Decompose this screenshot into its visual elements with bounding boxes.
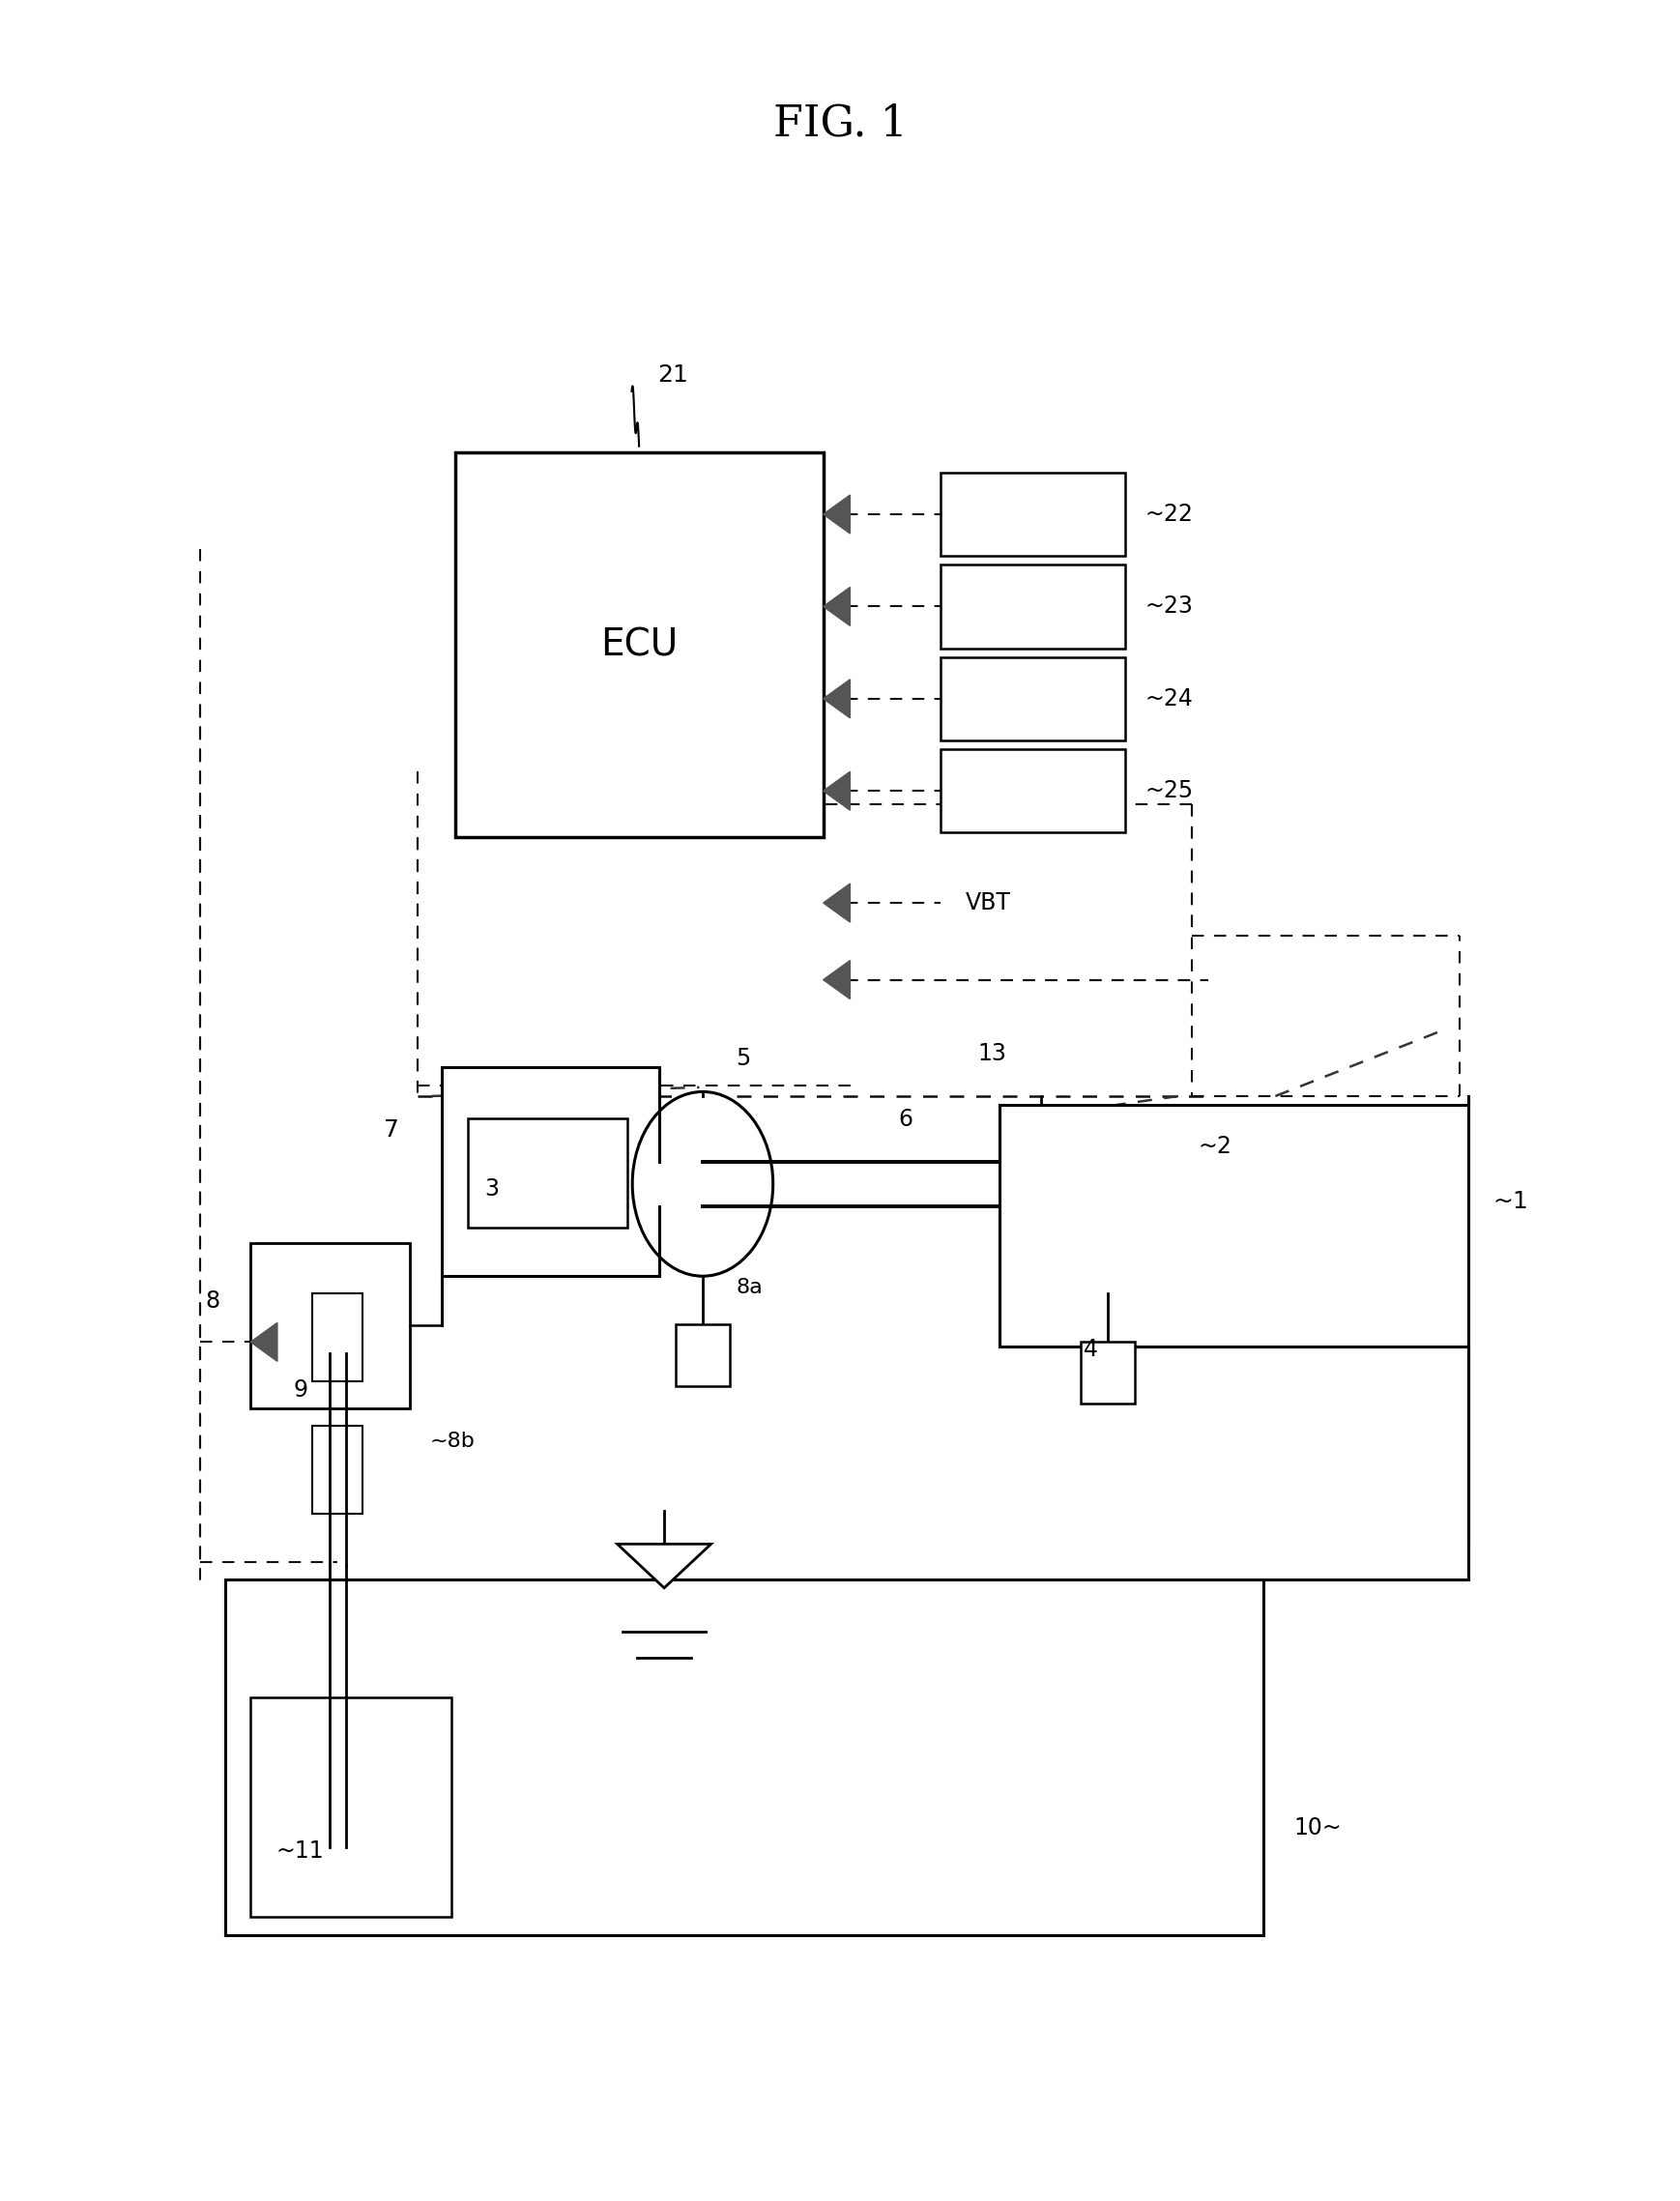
Text: ~24: ~24 (1144, 687, 1193, 711)
Text: 5: 5 (736, 1045, 751, 1070)
Bar (675, 1325, 729, 1387)
Bar (1082, 1343, 1134, 1404)
Bar (455, 453, 823, 836)
Bar (941, 566, 1124, 649)
Bar (941, 748, 1124, 832)
Text: ~23: ~23 (1144, 594, 1193, 618)
Polygon shape (823, 960, 850, 999)
Text: ~8b: ~8b (430, 1431, 475, 1450)
Text: ~25: ~25 (1144, 779, 1193, 803)
Polygon shape (823, 773, 850, 810)
Polygon shape (823, 680, 850, 718)
Text: 8: 8 (205, 1290, 220, 1312)
Circle shape (1038, 1109, 1178, 1294)
Text: 10~: 10~ (1294, 1816, 1342, 1840)
Circle shape (632, 1092, 773, 1277)
Text: 21: 21 (657, 363, 689, 387)
Text: 9: 9 (292, 1378, 307, 1402)
Bar (312, 1294, 363, 1382)
Polygon shape (823, 495, 850, 533)
Text: 4: 4 (1084, 1338, 1099, 1360)
Polygon shape (823, 588, 850, 625)
Bar (1000, 1105, 1468, 1347)
Text: VBT: VBT (966, 891, 1011, 913)
Text: 6: 6 (899, 1107, 912, 1131)
Bar (250, 1697, 452, 1917)
Bar (469, 1118, 627, 1228)
Text: 7: 7 (385, 1118, 400, 1142)
Polygon shape (823, 883, 850, 922)
Text: ~22: ~22 (1144, 502, 1193, 526)
Polygon shape (250, 1323, 277, 1362)
Text: ~1: ~1 (1494, 1191, 1529, 1213)
Bar (250, 1244, 410, 1409)
Bar (941, 473, 1124, 557)
Text: ~11: ~11 (276, 1840, 324, 1862)
Text: ECU: ECU (600, 627, 677, 663)
Text: ~2: ~2 (1198, 1136, 1231, 1158)
Bar (225, 1578, 1263, 1935)
Text: 3: 3 (484, 1178, 499, 1202)
Text: FIG. 1: FIG. 1 (773, 103, 907, 145)
Text: 8a: 8a (736, 1277, 763, 1296)
Bar (442, 1067, 659, 1277)
Bar (312, 1426, 363, 1514)
Text: 13: 13 (978, 1041, 1006, 1065)
Bar (941, 656, 1124, 740)
Polygon shape (617, 1545, 711, 1587)
